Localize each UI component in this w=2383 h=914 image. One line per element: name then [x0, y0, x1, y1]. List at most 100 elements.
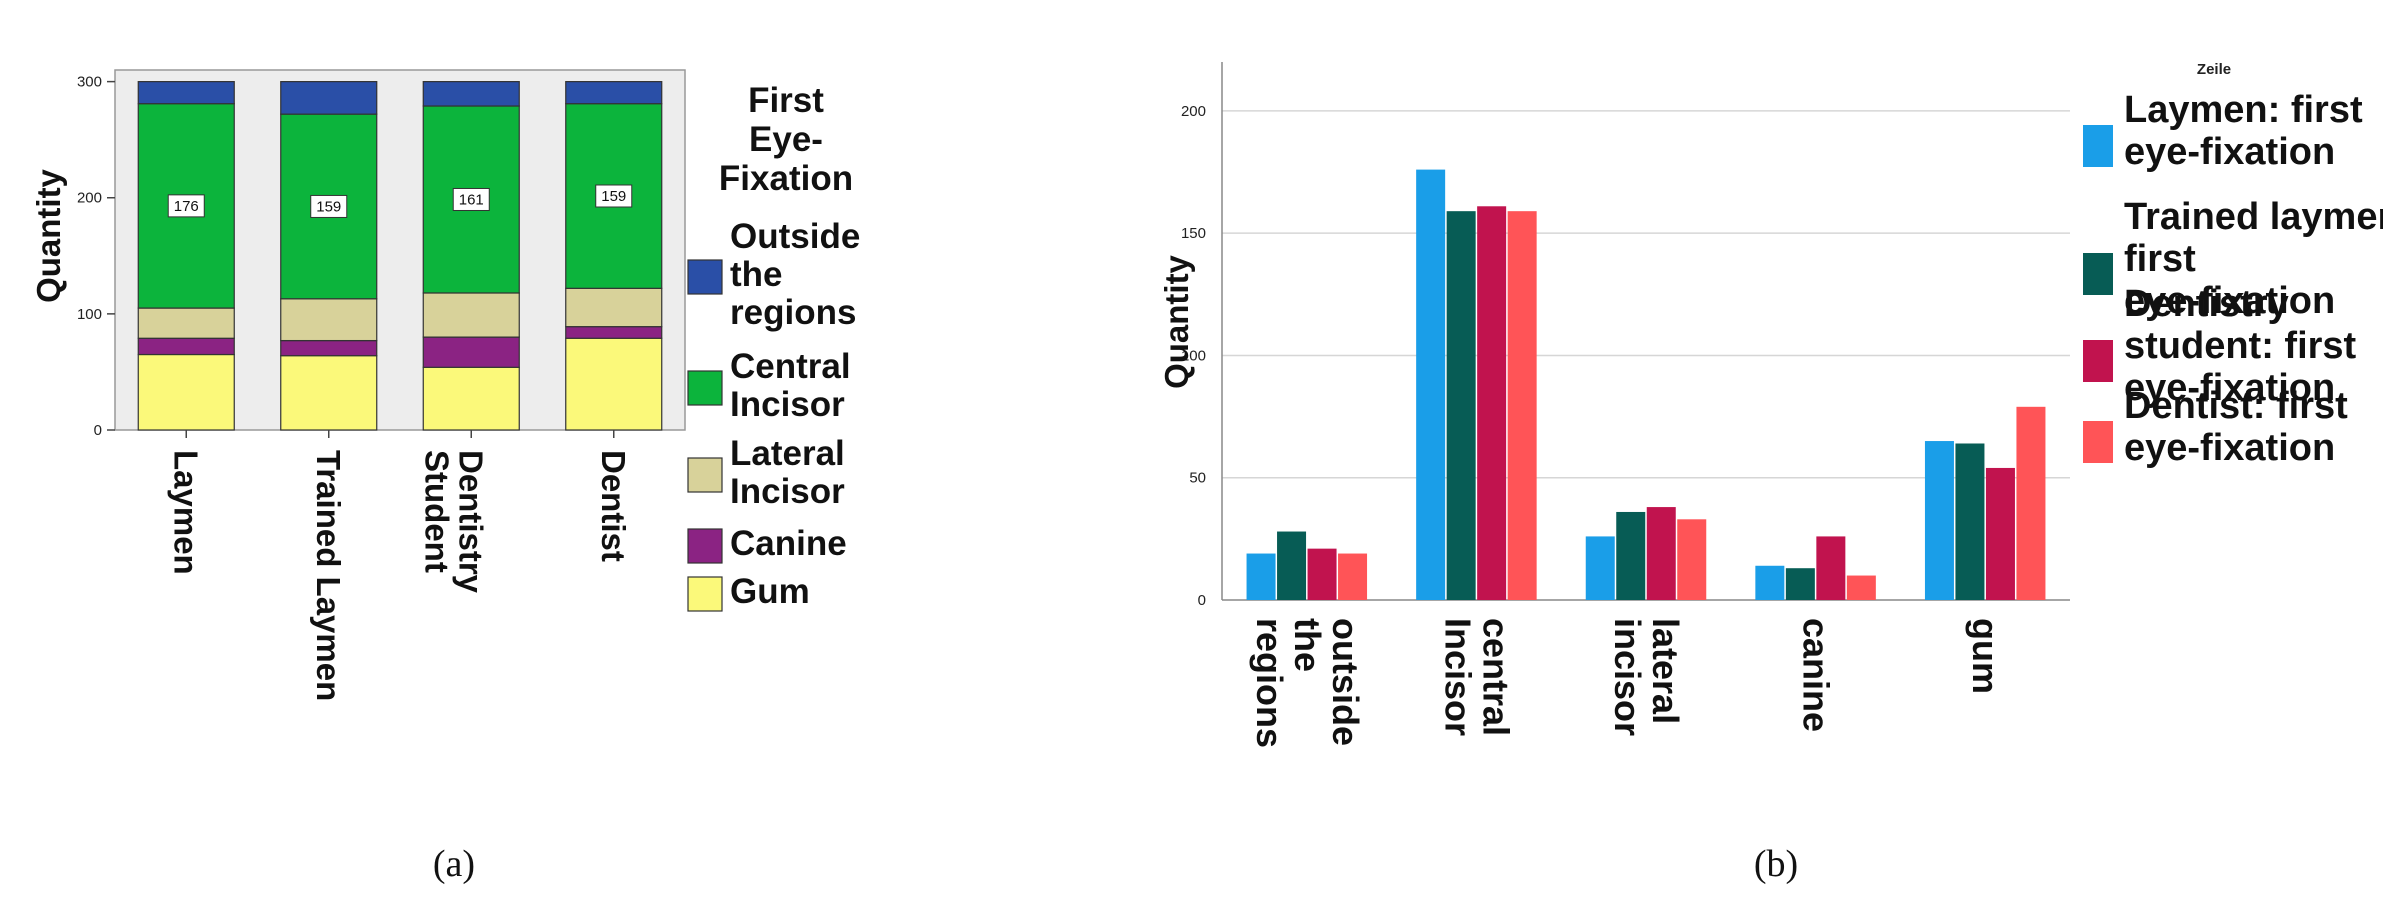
chart-a-x-label-dentist: Dentist — [595, 450, 632, 562]
chart-a-legend-label-line: Central — [730, 347, 851, 386]
chart-b-bar-outside-the-regions-trained-laymen-first-eye-fixation — [1277, 531, 1307, 600]
chart-a-legend-label-line: Incisor — [730, 472, 845, 511]
chart-b-y-tick-label: 150 — [1181, 225, 1206, 242]
chart-a-x-label-trained-laymen: Trained Laymen — [310, 450, 347, 701]
chart-a-data-label-box — [595, 184, 633, 208]
chart-a-caption: (a) — [433, 843, 475, 885]
chart-a-legend-swatch-outside-the-regions — [687, 259, 723, 295]
chart-a-legend-label-line: Lateral — [730, 434, 845, 473]
chart-a-y-axis-title: Quantity — [30, 168, 67, 302]
chart-b-legend-label-laymen-first-eye-fixation: Laymen: first eye-fixation — [2124, 89, 2363, 173]
chart-a-bar-dentist-gum — [565, 337, 663, 431]
chart-b-bar-outside-the-regions-dentistry-student-first-eye-fixation — [1307, 548, 1337, 600]
chart-a-bar-dentist-lateral-incisor — [565, 287, 663, 328]
chart-a-data-label-box — [167, 194, 205, 218]
chart-b-bar-canine-laymen-first-eye-fixation — [1755, 565, 1785, 600]
chart-b-bar-outside-the-regions-laymen-first-eye-fixation — [1246, 553, 1276, 600]
chart-a-bar-trained-laymen-gum — [280, 355, 378, 431]
chart-b-caption: (b) — [1754, 843, 1798, 885]
chart-b-legend-label-dentist-first-eye-fixation: Dentist: first eye-fixation — [2124, 385, 2348, 469]
chart-a-bar-dentistry-student-outside-the-regions — [422, 81, 520, 107]
chart-b-legend-swatch-dentistry-student-first-eye-fixation — [2083, 340, 2113, 382]
chart-b-x-label-word: gum — [1965, 618, 2006, 694]
chart-b-legend-label-line: student: first — [2124, 325, 2357, 367]
chart-a-y-tick-label: 300 — [77, 74, 102, 91]
chart-b-legend-label-line: first — [2124, 238, 2196, 280]
chart-a-x-label-line: Dentist — [595, 450, 632, 562]
chart-b-legend-label-line: eye-fixation — [2124, 280, 2335, 322]
chart-b-x-label-word: incisor — [1607, 618, 1648, 736]
chart-b-legend-label-line: Laymen: first — [2124, 89, 2363, 131]
chart-a-x-label-laymen: Laymen — [167, 450, 204, 575]
chart-b-bar-lateral-incisor-dentist-first-eye-fixation — [1677, 519, 1707, 600]
chart-b-bars — [1246, 169, 2046, 601]
chart-b-legend-swatch-dentist-first-eye-fixation — [2083, 421, 2113, 463]
chart-b-x-label-canine: canine — [1796, 618, 1837, 732]
chart-b-legend-swatch-laymen-first-eye-fixation — [2083, 125, 2113, 167]
chart-b-bar-lateral-incisor-trained-laymen-first-eye-fixation — [1616, 511, 1646, 600]
chart-a-legend-title-line: First — [748, 81, 824, 120]
chart-a-bar-trained-laymen-canine — [280, 339, 378, 357]
chart-b-x-label-word: canine — [1796, 618, 1837, 732]
chart-a-bar-dentistry-student-gum — [422, 366, 520, 431]
chart-b-bar-canine-dentistry-student-first-eye-fixation — [1816, 536, 1846, 600]
chart-a-legend-label-canine: Canine — [730, 524, 847, 563]
chart-a-legend-label-line: Gum — [730, 572, 810, 611]
chart-b-x-label-gum: gum — [1965, 618, 2006, 694]
chart-a-bar-laymen-lateral-incisor — [137, 307, 235, 339]
chart-a-y-tick-label: 200 — [77, 190, 102, 207]
chart-a-legend-label-outside-the-regions: Outside the regions — [730, 217, 860, 332]
chart-a-legend-swatch-gum — [687, 576, 723, 612]
chart-b-bar-lateral-incisor-laymen-first-eye-fixation — [1585, 536, 1615, 600]
chart-a-legend-swatch-central-incisor — [687, 370, 723, 406]
chart-b-bar-gum-laymen-first-eye-fixation — [1924, 441, 1954, 600]
chart-b-bar-gum-dentist-first-eye-fixation — [2016, 406, 2046, 600]
chart-a-bar-laymen-outside-the-regions — [137, 81, 235, 105]
chart-b-legend-label-line: Dentist: first — [2124, 385, 2348, 427]
chart-a-x-label-line: Student — [418, 450, 455, 573]
chart-a-legend-label-gum: Gum — [730, 572, 810, 611]
chart-a-legend-title-line: Fixation — [719, 159, 853, 198]
chart-a-y-tick-label: 100 — [77, 306, 102, 323]
chart-a-y-tick-label: 0 — [94, 422, 102, 439]
chart-b-y-axis-title: Quantity — [1158, 254, 1195, 388]
chart-b-x-label-word: regions — [1249, 618, 1290, 748]
chart-b-x-label-word: the — [1287, 618, 1328, 672]
chart-a-bar-laymen-gum — [137, 353, 235, 431]
chart-b-legend-label-line: eye-fixation — [2124, 367, 2335, 409]
chart-a-data-label-box — [310, 194, 348, 218]
chart-b-bar-central-incisor-dentist-first-eye-fixation — [1507, 211, 1537, 600]
chart-b-bar-canine-dentist-first-eye-fixation — [1846, 575, 1876, 600]
chart-b-legend-swatch-trained-laymen-first-eye-fixation — [2083, 253, 2113, 295]
chart-b-bar-gum-trained-laymen-first-eye-fixation — [1955, 443, 1985, 600]
chart-b-gridlines — [1222, 110, 2070, 479]
chart-a-legend-label-line: Canine — [730, 524, 847, 563]
chart-b-legend-label-line: Trained laymen: — [2124, 196, 2383, 238]
chart-a-bar-dentist-canine — [565, 326, 663, 339]
chart-b-bar-gum-dentistry-student-first-eye-fixation — [1985, 467, 2015, 600]
chart-b-legend-label-line: Dentistry — [2124, 283, 2289, 325]
chart-b-x-label-word: Incisor — [1437, 618, 1478, 736]
chart-a-x-label-line: Trained Laymen — [310, 450, 347, 701]
chart-a-bar-laymen-canine — [137, 337, 235, 356]
chart-a-legend-label-central-incisor: Central Incisor — [730, 347, 851, 424]
chart-b-legend-label-line: eye-fixation — [2124, 131, 2335, 173]
chart-b-y-tick-label: 200 — [1181, 103, 1206, 120]
chart-b-legend-label-dentistry-student-first-eye-fixation: Dentistry student: first eye-fixation — [2124, 283, 2357, 409]
chart-a-data-label: 159 — [316, 198, 341, 215]
chart-a-legend-label-line: Outside — [730, 217, 860, 256]
chart-b-x-label-word: lateral — [1645, 618, 1686, 724]
chart-a-x-label-line: Laymen — [167, 450, 204, 575]
chart-b-bar-canine-trained-laymen-first-eye-fixation — [1785, 568, 1815, 600]
chart-a-y-axis: 0 100 200 300 — [77, 74, 115, 439]
chart-b-y-tick-label: 0 — [1198, 592, 1206, 609]
chart-b-bar-central-incisor-laymen-first-eye-fixation — [1416, 169, 1446, 600]
